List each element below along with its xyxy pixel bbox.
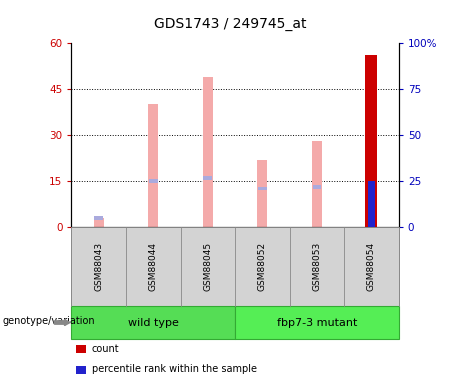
Text: GSM88053: GSM88053 <box>313 242 321 291</box>
Bar <box>203 77 213 227</box>
Text: wild type: wild type <box>128 318 179 327</box>
Text: count: count <box>92 344 119 354</box>
Bar <box>368 181 375 227</box>
Text: GSM88045: GSM88045 <box>203 242 213 291</box>
Bar <box>95 216 103 219</box>
Bar <box>148 104 158 227</box>
Text: genotype/variation: genotype/variation <box>2 316 95 326</box>
Bar <box>366 56 378 227</box>
Text: GSM88043: GSM88043 <box>94 242 103 291</box>
Text: fbp7-3 mutant: fbp7-3 mutant <box>277 318 357 327</box>
Bar <box>313 185 321 189</box>
Text: percentile rank within the sample: percentile rank within the sample <box>92 364 257 374</box>
Text: GSM88052: GSM88052 <box>258 242 267 291</box>
Bar <box>149 179 158 183</box>
Text: GSM88044: GSM88044 <box>149 242 158 291</box>
Bar <box>94 217 104 227</box>
Bar <box>258 187 267 190</box>
Bar <box>203 176 212 180</box>
Text: GDS1743 / 249745_at: GDS1743 / 249745_at <box>154 17 307 31</box>
Text: GSM88054: GSM88054 <box>367 242 376 291</box>
Bar <box>258 159 267 227</box>
Bar <box>312 141 322 227</box>
